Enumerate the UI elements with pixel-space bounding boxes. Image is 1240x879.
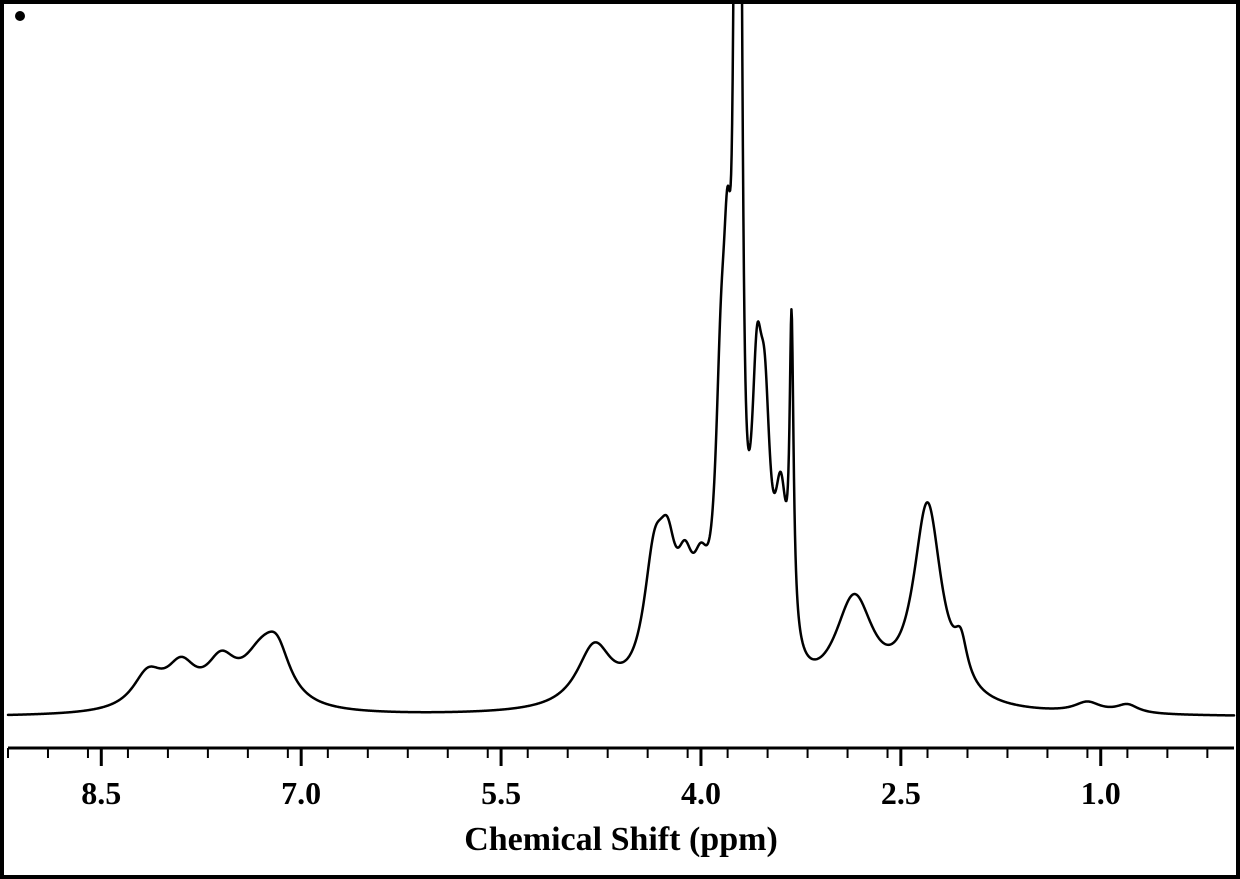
x-axis-label: Chemical Shift (ppm) bbox=[464, 821, 778, 858]
xtick-label: 4.0 bbox=[681, 775, 721, 811]
xtick-label: 5.5 bbox=[481, 775, 521, 811]
xtick-label: 1.0 bbox=[1081, 775, 1121, 811]
xtick-label: 8.5 bbox=[81, 775, 121, 811]
xtick-label: 7.0 bbox=[281, 775, 321, 811]
spectrum-svg: 8.5 7.0 5.5 4.0 2.5 1.0 Chemical Shift (ppm) bbox=[0, 0, 1240, 879]
nmr-spectrum-chart: 8.5 7.0 5.5 4.0 2.5 1.0 Chemical Shift (ppm) bbox=[0, 0, 1240, 879]
xtick-label: 2.5 bbox=[881, 775, 921, 811]
